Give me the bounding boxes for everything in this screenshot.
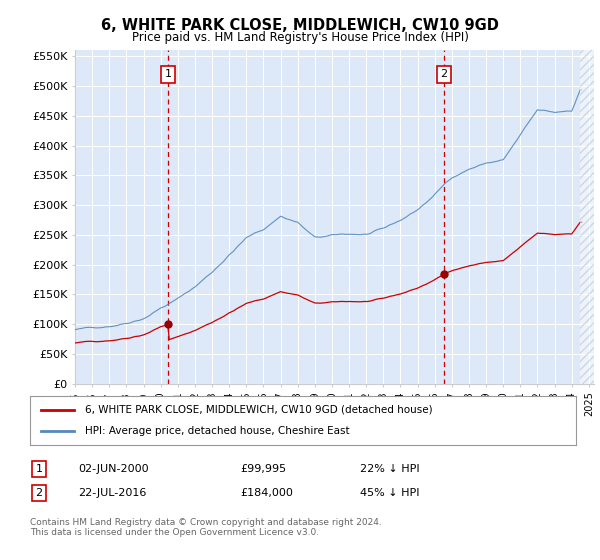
Text: £184,000: £184,000 — [240, 488, 293, 498]
Text: 6, WHITE PARK CLOSE, MIDDLEWICH, CW10 9GD (detached house): 6, WHITE PARK CLOSE, MIDDLEWICH, CW10 9G… — [85, 405, 432, 415]
Text: 2: 2 — [440, 69, 448, 79]
Text: Contains HM Land Registry data © Crown copyright and database right 2024.
This d: Contains HM Land Registry data © Crown c… — [30, 518, 382, 538]
Text: HPI: Average price, detached house, Cheshire East: HPI: Average price, detached house, Ches… — [85, 426, 349, 436]
Text: £99,995: £99,995 — [240, 464, 286, 474]
Text: 6, WHITE PARK CLOSE, MIDDLEWICH, CW10 9GD: 6, WHITE PARK CLOSE, MIDDLEWICH, CW10 9G… — [101, 18, 499, 33]
Text: 2: 2 — [35, 488, 43, 498]
Text: 22-JUL-2016: 22-JUL-2016 — [78, 488, 146, 498]
Text: 22% ↓ HPI: 22% ↓ HPI — [360, 464, 419, 474]
Text: 45% ↓ HPI: 45% ↓ HPI — [360, 488, 419, 498]
Bar — [580, 50, 598, 384]
Text: 1: 1 — [164, 69, 172, 79]
Text: 02-JUN-2000: 02-JUN-2000 — [78, 464, 149, 474]
Text: Price paid vs. HM Land Registry's House Price Index (HPI): Price paid vs. HM Land Registry's House … — [131, 31, 469, 44]
Text: 1: 1 — [35, 464, 43, 474]
Bar — [580, 50, 598, 384]
